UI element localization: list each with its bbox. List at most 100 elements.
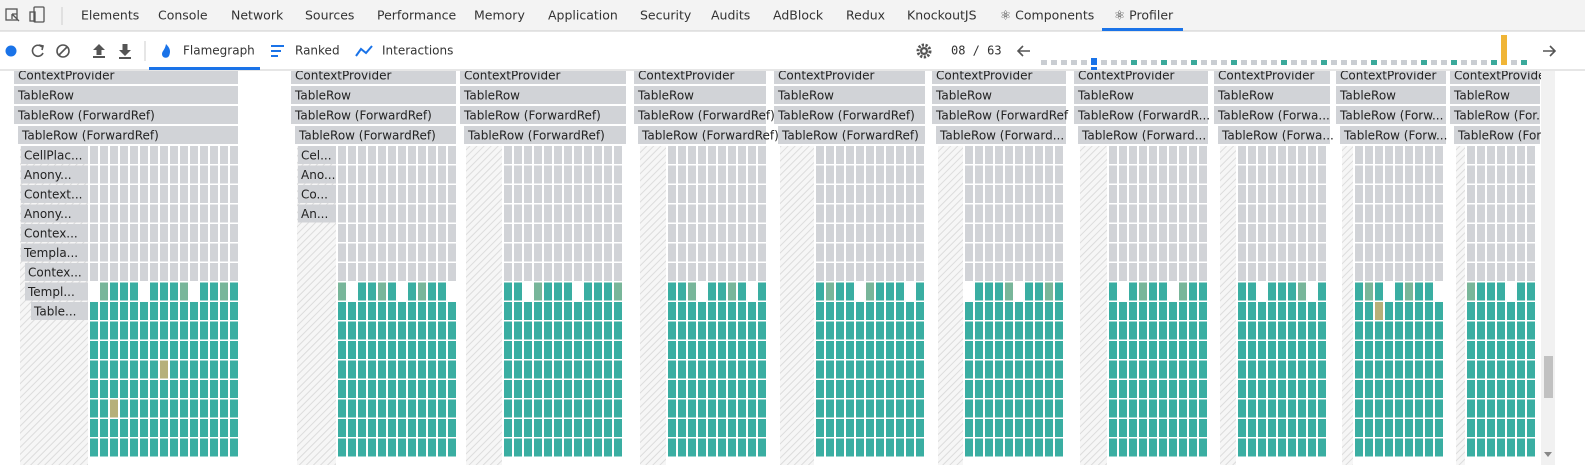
flame-node[interactable] [916,341,924,359]
flame-node[interactable] [1238,282,1246,301]
flame-node[interactable] [524,302,532,320]
flame-node[interactable] [738,341,746,359]
flame-node[interactable] [1248,282,1256,301]
flame-node[interactable] [1035,321,1043,340]
flame-node[interactable] [514,165,522,184]
flame-node[interactable] [1109,204,1117,223]
flame-node[interactable] [1288,302,1296,320]
flame-node[interactable] [1149,302,1157,320]
flame-node[interactable] [220,438,228,457]
flame-node[interactable] [418,399,426,418]
flame-node[interactable] [348,399,356,418]
flame-node[interactable] [418,302,426,320]
flame-node[interactable] [14,67,238,84]
flame-label[interactable]: An... [301,207,328,221]
flame-node[interactable] [985,204,993,223]
flame-node[interactable] [348,146,356,164]
flame-node[interactable] [1288,380,1296,398]
flame-node[interactable] [738,165,746,184]
flame-node[interactable] [594,419,602,437]
flame-node[interactable] [170,438,178,457]
flame-label[interactable]: TableRow [935,89,992,103]
flame-node[interactable] [846,399,854,418]
flame-node[interactable] [220,380,228,398]
flame-node[interactable] [1045,302,1053,320]
flame-node[interactable] [418,360,426,379]
flame-node[interactable] [594,399,602,418]
flame-node[interactable] [1159,224,1167,242]
flame-node[interactable] [140,243,148,262]
flame-node[interactable] [348,380,356,398]
flame-node[interactable] [210,224,218,242]
flame-node[interactable] [738,243,746,262]
flame-node[interactable] [1395,263,1403,281]
flame-node[interactable] [886,263,894,281]
flame-node[interactable] [1119,302,1127,320]
tab[interactable]: Memory [474,8,525,23]
flame-node[interactable] [916,282,924,301]
flame-node[interactable] [1179,360,1187,379]
flame-node[interactable] [1298,263,1306,281]
flame-node[interactable] [614,146,622,164]
flame-node[interactable] [932,67,1066,84]
flame-node[interactable] [614,185,622,203]
flame-node[interactable] [975,165,983,184]
flame-node[interactable] [728,380,736,398]
flame-node[interactable] [1425,185,1433,203]
flame-node[interactable] [170,380,178,398]
flame-node[interactable] [718,146,726,164]
flame-node[interactable] [1258,224,1266,242]
flame-node[interactable] [1405,360,1413,379]
flame-node[interactable] [368,321,376,340]
flame-node[interactable] [584,165,592,184]
flame-node[interactable] [210,204,218,223]
flame-node[interactable] [1415,341,1423,359]
flame-node[interactable] [338,263,346,281]
tab[interactable]: ⚛ Profiler [1114,8,1174,23]
flame-node[interactable] [1375,263,1383,281]
flame-node[interactable] [1385,380,1393,398]
flame-node[interactable] [160,360,168,379]
flame-node[interactable] [574,321,582,340]
flame-node[interactable] [856,165,864,184]
flame-node[interactable] [718,360,726,379]
flame-node[interactable] [728,321,736,340]
flame-node[interactable] [1109,341,1117,359]
flame-node[interactable] [438,243,446,262]
flame-node[interactable] [418,146,426,164]
flame-label[interactable]: TableRow (ForwardRef) [637,109,775,123]
flame-node[interactable] [1365,399,1373,418]
flame-node[interactable] [1507,302,1515,320]
flame-node[interactable] [418,165,426,184]
flame-node[interactable] [1119,243,1127,262]
flame-node[interactable] [985,360,993,379]
flame-node[interactable] [1169,243,1177,262]
flame-node[interactable] [1318,321,1326,340]
flame-node[interactable] [378,419,386,437]
flame-node[interactable] [1189,243,1197,262]
flame-label[interactable]: Anony... [24,168,72,182]
flame-node[interactable] [1199,302,1207,320]
flame-node[interactable] [985,438,993,457]
flame-node[interactable] [1527,341,1535,359]
flame-node[interactable] [1308,204,1316,223]
flame-node[interactable] [448,360,456,379]
flame-node[interactable] [200,282,208,301]
flame-node[interactable] [1149,399,1157,418]
flame-node[interactable] [718,243,726,262]
flame-node[interactable] [1169,146,1177,164]
flame-node[interactable] [90,380,98,398]
flame-node[interactable] [1405,165,1413,184]
flame-node[interactable] [965,165,973,184]
flame-node[interactable] [368,360,376,379]
flame-node[interactable] [1129,341,1137,359]
flame-node[interactable] [1467,360,1475,379]
flame-node[interactable] [514,146,522,164]
flame-node[interactable] [418,204,426,223]
flame-node[interactable] [1375,419,1383,437]
flame-node[interactable] [428,146,436,164]
flame-node[interactable] [428,224,436,242]
flame-node[interactable] [1238,321,1246,340]
flame-node[interactable] [1169,165,1177,184]
flame-node[interactable] [1375,282,1383,301]
